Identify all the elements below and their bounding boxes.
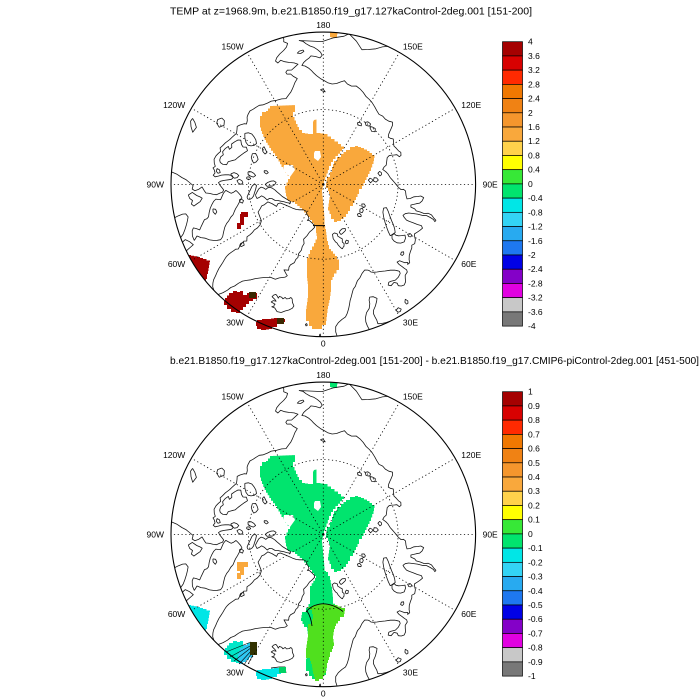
svg-text:-2: -2 bbox=[528, 250, 536, 260]
svg-text:0: 0 bbox=[528, 179, 533, 189]
svg-text:-0.2: -0.2 bbox=[528, 557, 543, 567]
svg-text:0.5: 0.5 bbox=[528, 458, 540, 468]
svg-text:0: 0 bbox=[321, 339, 326, 349]
svg-text:TEMP at z=1968.9m, b.e21.B1850: TEMP at z=1968.9m, b.e21.B1850.f19_g17.1… bbox=[170, 6, 532, 18]
svg-text:-0.8: -0.8 bbox=[528, 643, 543, 653]
svg-text:-0.3: -0.3 bbox=[528, 572, 543, 582]
svg-text:120W: 120W bbox=[163, 450, 185, 460]
svg-text:-0.6: -0.6 bbox=[528, 614, 543, 624]
svg-text:90E: 90E bbox=[483, 179, 498, 189]
svg-text:120W: 120W bbox=[163, 100, 185, 110]
svg-text:1.6: 1.6 bbox=[528, 122, 540, 132]
svg-text:b.e21.B1850.f19_g17.127kaContr: b.e21.B1850.f19_g17.127kaControl-2deg.00… bbox=[170, 356, 699, 367]
svg-text:150E: 150E bbox=[403, 391, 423, 401]
svg-text:180: 180 bbox=[316, 20, 330, 30]
svg-text:0.6: 0.6 bbox=[528, 444, 540, 454]
svg-text:4: 4 bbox=[528, 37, 533, 47]
svg-text:0: 0 bbox=[528, 529, 533, 539]
svg-text:2.8: 2.8 bbox=[528, 79, 540, 89]
svg-text:90W: 90W bbox=[147, 179, 164, 189]
svg-text:-2.8: -2.8 bbox=[528, 278, 543, 288]
svg-text:2: 2 bbox=[528, 108, 533, 118]
svg-text:-0.7: -0.7 bbox=[528, 628, 543, 638]
svg-text:-1.6: -1.6 bbox=[528, 236, 543, 246]
svg-text:150E: 150E bbox=[403, 41, 423, 51]
svg-text:60E: 60E bbox=[461, 259, 476, 269]
svg-text:-0.4: -0.4 bbox=[528, 193, 543, 203]
svg-text:2.4: 2.4 bbox=[528, 94, 540, 104]
svg-text:0.1: 0.1 bbox=[528, 515, 540, 525]
svg-text:90W: 90W bbox=[147, 529, 164, 539]
svg-text:150W: 150W bbox=[221, 41, 243, 51]
svg-text:1: 1 bbox=[528, 387, 533, 397]
svg-text:0.3: 0.3 bbox=[528, 486, 540, 496]
svg-text:120E: 120E bbox=[461, 100, 481, 110]
svg-text:0.8: 0.8 bbox=[528, 150, 540, 160]
svg-text:-0.4: -0.4 bbox=[528, 586, 543, 596]
svg-text:-0.8: -0.8 bbox=[528, 207, 543, 217]
svg-text:30E: 30E bbox=[403, 667, 418, 677]
svg-text:-1: -1 bbox=[528, 671, 536, 681]
svg-text:60W: 60W bbox=[168, 259, 185, 269]
svg-text:3.2: 3.2 bbox=[528, 65, 540, 75]
svg-text:0.9: 0.9 bbox=[528, 401, 540, 411]
svg-text:-2.4: -2.4 bbox=[528, 264, 543, 274]
svg-text:-0.5: -0.5 bbox=[528, 600, 543, 610]
svg-text:-1.2: -1.2 bbox=[528, 222, 543, 232]
svg-text:120E: 120E bbox=[461, 450, 481, 460]
svg-text:0.7: 0.7 bbox=[528, 429, 540, 439]
svg-text:1.2: 1.2 bbox=[528, 136, 540, 146]
svg-text:-4: -4 bbox=[528, 321, 536, 331]
svg-text:90E: 90E bbox=[483, 529, 498, 539]
svg-text:-3.6: -3.6 bbox=[528, 307, 543, 317]
svg-text:0.2: 0.2 bbox=[528, 500, 540, 510]
svg-text:30E: 30E bbox=[403, 317, 418, 327]
svg-text:150W: 150W bbox=[221, 391, 243, 401]
svg-text:30W: 30W bbox=[226, 667, 243, 677]
svg-text:60W: 60W bbox=[168, 609, 185, 619]
svg-text:60E: 60E bbox=[461, 609, 476, 619]
svg-text:180: 180 bbox=[316, 370, 330, 380]
svg-text:-3.2: -3.2 bbox=[528, 293, 543, 303]
svg-text:3.6: 3.6 bbox=[528, 51, 540, 61]
svg-text:0.4: 0.4 bbox=[528, 472, 540, 482]
svg-text:0: 0 bbox=[321, 689, 326, 699]
svg-text:0.4: 0.4 bbox=[528, 165, 540, 175]
svg-text:-0.9: -0.9 bbox=[528, 657, 543, 667]
svg-text:0.8: 0.8 bbox=[528, 415, 540, 425]
svg-text:-0.1: -0.1 bbox=[528, 543, 543, 553]
svg-text:30W: 30W bbox=[226, 317, 243, 327]
